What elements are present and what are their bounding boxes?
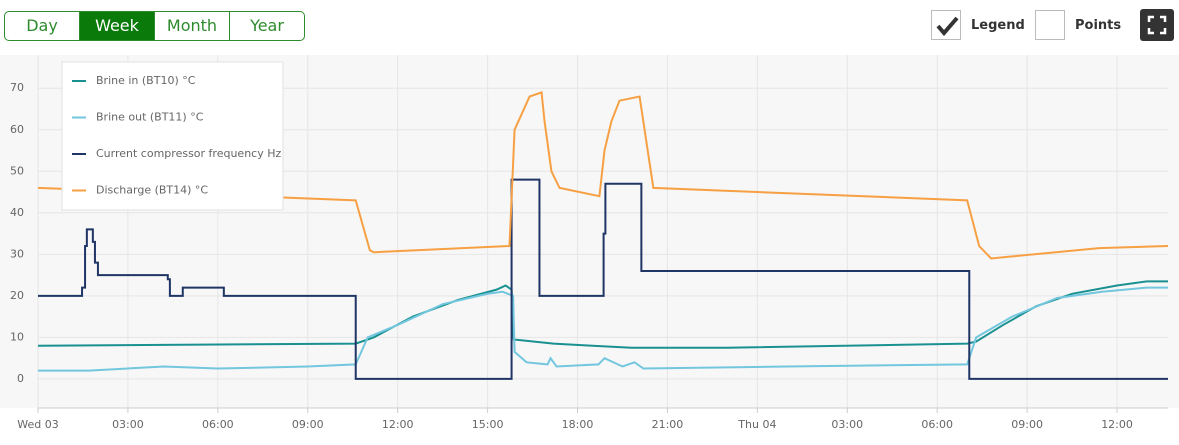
checkbox[interactable]: [1035, 10, 1065, 40]
legend-label: Brine out (BT11) °C: [96, 111, 204, 124]
range-button[interactable]: Month: [155, 12, 230, 40]
y-tick-label: 30: [10, 247, 24, 260]
y-tick-label: 0: [17, 372, 24, 385]
points-toggle[interactable]: Points: [1035, 10, 1121, 40]
y-tick-label: 20: [10, 289, 24, 302]
series-line: [38, 286, 1168, 372]
y-tick-label: 40: [10, 206, 24, 219]
series-line: [38, 178, 1168, 380]
x-tick-label: 12:00: [1101, 418, 1133, 431]
x-tick-label: 09:00: [1011, 418, 1043, 431]
y-tick-label: 10: [10, 330, 24, 343]
legend: Brine in (BT10) °C Brine out (BT11) °C Cur…: [61, 61, 284, 211]
y-tick-label: 60: [10, 123, 24, 136]
y-tick-label: 50: [10, 164, 24, 177]
x-tick-label: 15:00: [472, 418, 504, 431]
toggle-label: Points: [1075, 17, 1122, 33]
chart: 0 10 20 30 40 50 60 70 Wed 03 03:00 06:00 09:00 12:0…: [0, 55, 1179, 431]
x-tick-label: 06:00: [921, 418, 953, 431]
legend-label: Discharge (BT14) °C: [96, 184, 208, 197]
range-button[interactable]: Day: [5, 12, 80, 40]
toggle-label: Legend: [971, 17, 1025, 33]
range-button[interactable]: Year: [250, 16, 284, 35]
fullscreen-button[interactable]: [1140, 9, 1174, 41]
x-tick-label: 21:00: [652, 418, 684, 431]
legend-label: Brine in (BT10) °C: [96, 74, 196, 87]
checkbox[interactable]: [931, 10, 961, 40]
x-tick-label: 18:00: [562, 418, 594, 431]
y-tick-label: 70: [10, 81, 24, 94]
legend-toggle[interactable]: Legend: [931, 10, 1025, 40]
range-button[interactable]: Week: [80, 12, 155, 40]
range-selector: Day Week Month Year: [4, 11, 305, 41]
x-tick-label: 09:00: [292, 418, 324, 431]
series-line: [37, 91, 1169, 260]
x-tick-label: 03:00: [831, 418, 863, 431]
legend-label: Current compressor frequency Hz: [96, 147, 281, 160]
x-tick-label: 03:00: [112, 418, 144, 431]
x-tick-label: 12:00: [382, 418, 414, 431]
x-tick-label: Thu 04: [737, 418, 776, 431]
legend-box: [61, 61, 284, 211]
x-tick-label: 06:00: [202, 418, 234, 431]
x-tick-label: Wed 03: [17, 418, 58, 431]
fullscreen-icon: [1147, 15, 1167, 35]
